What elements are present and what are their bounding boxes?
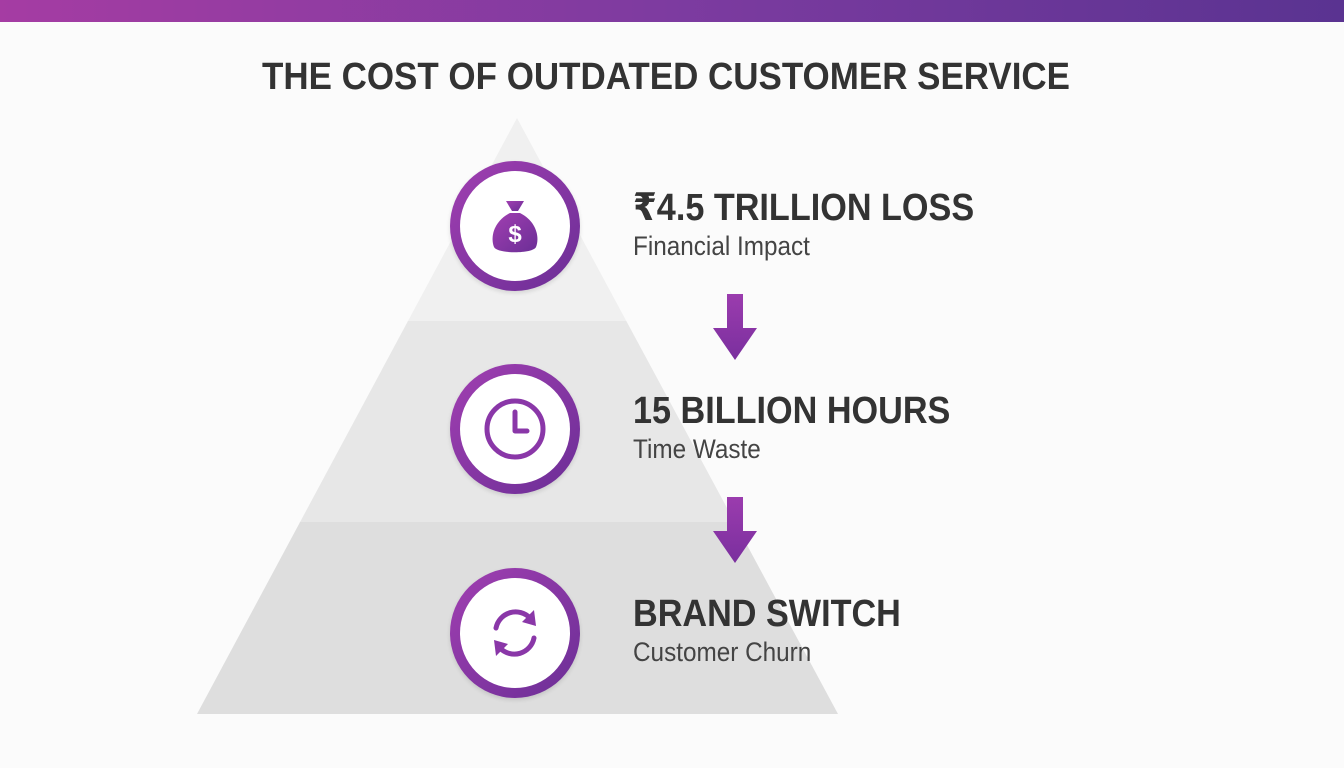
tier-heading: BRAND SWITCH [633, 593, 901, 635]
clock-icon-ring [450, 364, 580, 494]
top-gradient-bar [0, 0, 1344, 22]
clock-icon [484, 398, 546, 460]
tier-label-time: 15 BILLION HOURS Time Waste [633, 389, 986, 465]
tier-subheading: Financial Impact [633, 231, 810, 261]
tier-subheading: Time Waste [633, 434, 761, 464]
tier-label-financial: ₹4.5 TRILLION LOSS Financial Impact [633, 186, 1012, 262]
down-arrow-icon [713, 497, 757, 563]
tier-heading: ₹4.5 TRILLION LOSS [633, 187, 975, 229]
money-bag-icon: $ [492, 201, 538, 253]
money-bag-icon-ring: $ [450, 161, 580, 291]
refresh-cycle-icon-ring [450, 568, 580, 698]
tier-label-brand: BRAND SWITCH Customer Churn [633, 592, 931, 668]
tier-heading: 15 BILLION HOURS [633, 390, 951, 432]
refresh-cycle-icon [493, 609, 537, 657]
down-arrow-icon [713, 294, 757, 360]
page-title: THE COST OF OUTDATED CUSTOMER SERVICE [261, 56, 1071, 98]
tier-subheading: Customer Churn [633, 637, 812, 667]
svg-text:$: $ [508, 221, 522, 248]
